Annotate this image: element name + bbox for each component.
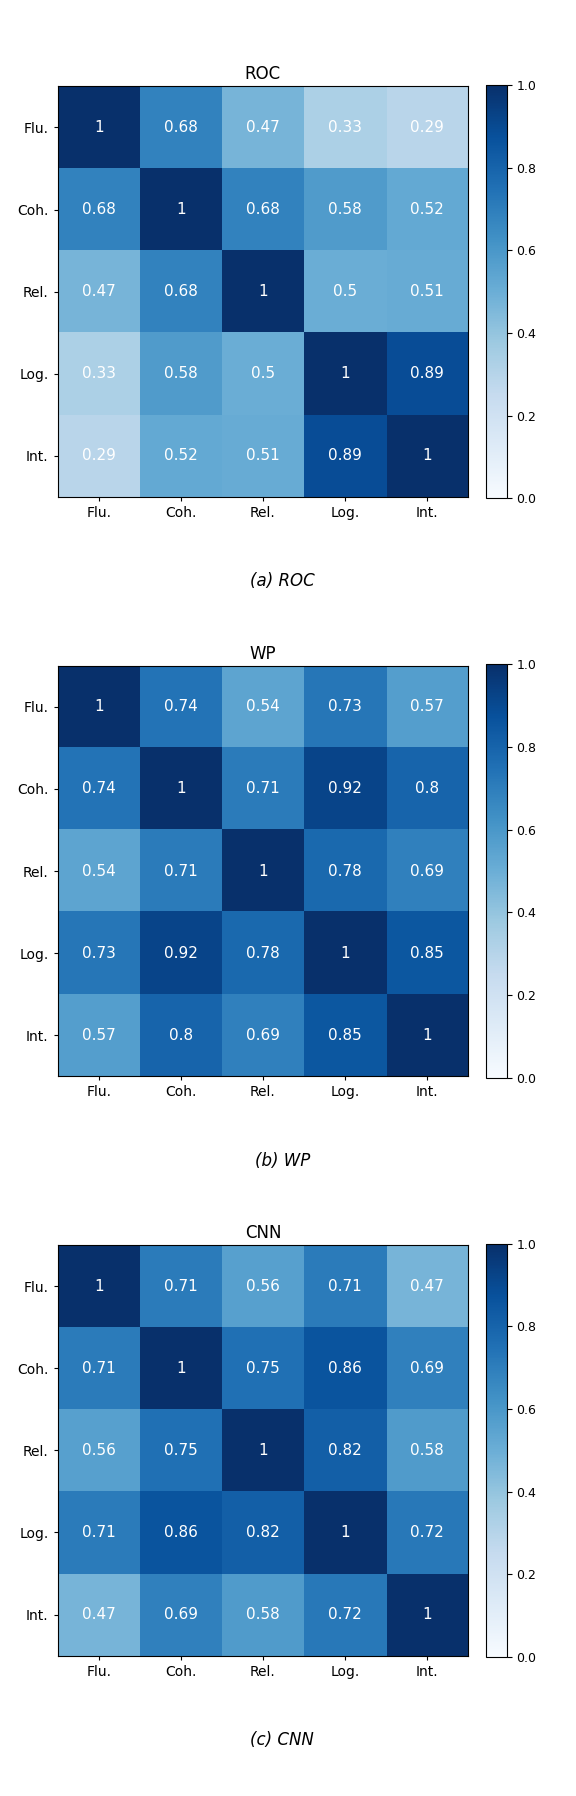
Text: 0.33: 0.33 — [328, 120, 362, 135]
Text: 0.58: 0.58 — [246, 1607, 280, 1622]
Text: 0.71: 0.71 — [82, 1525, 116, 1539]
Text: 1: 1 — [422, 1027, 432, 1043]
Text: 1: 1 — [94, 1279, 104, 1293]
Text: 0.75: 0.75 — [246, 1361, 280, 1376]
Text: 0.82: 0.82 — [246, 1525, 280, 1539]
Text: 1: 1 — [94, 699, 104, 715]
Text: 0.86: 0.86 — [328, 1361, 362, 1376]
Text: 0.85: 0.85 — [410, 946, 444, 961]
Text: 0.68: 0.68 — [164, 284, 198, 300]
Text: 1: 1 — [340, 1525, 350, 1539]
Text: (c) CNN: (c) CNN — [251, 1731, 314, 1749]
Text: 1: 1 — [340, 946, 350, 961]
Title: WP: WP — [249, 645, 276, 663]
Text: 1: 1 — [340, 366, 350, 381]
Text: 0.72: 0.72 — [328, 1607, 362, 1622]
Text: 0.78: 0.78 — [328, 864, 362, 878]
Text: 0.72: 0.72 — [410, 1525, 444, 1539]
Title: ROC: ROC — [245, 65, 281, 83]
Text: 1: 1 — [258, 1442, 268, 1458]
Text: 0.92: 0.92 — [328, 781, 362, 796]
Text: 1: 1 — [176, 781, 185, 796]
Text: 0.82: 0.82 — [328, 1442, 362, 1458]
Text: 0.71: 0.71 — [328, 1279, 362, 1293]
Text: (b) WP: (b) WP — [255, 1151, 310, 1169]
Text: 0.71: 0.71 — [82, 1361, 116, 1376]
Text: 0.86: 0.86 — [164, 1525, 198, 1539]
Text: 1: 1 — [94, 120, 104, 135]
Text: 0.29: 0.29 — [410, 120, 444, 135]
Text: 0.85: 0.85 — [328, 1027, 362, 1043]
Text: 0.47: 0.47 — [82, 1607, 116, 1622]
Text: 0.78: 0.78 — [246, 946, 280, 961]
Text: 0.5: 0.5 — [251, 366, 275, 381]
Text: 0.73: 0.73 — [82, 946, 116, 961]
Text: 0.51: 0.51 — [410, 284, 444, 300]
Text: 0.68: 0.68 — [164, 120, 198, 135]
Text: 0.58: 0.58 — [164, 366, 198, 381]
Text: 0.71: 0.71 — [246, 781, 280, 796]
Text: 0.52: 0.52 — [164, 449, 198, 463]
Text: 0.57: 0.57 — [410, 699, 444, 715]
Text: 0.75: 0.75 — [164, 1442, 198, 1458]
Text: 0.47: 0.47 — [246, 120, 280, 135]
Text: 0.68: 0.68 — [246, 203, 280, 217]
Text: 1: 1 — [422, 449, 432, 463]
Text: 0.47: 0.47 — [82, 284, 116, 300]
Text: 0.47: 0.47 — [410, 1279, 444, 1293]
Text: 0.69: 0.69 — [246, 1027, 280, 1043]
Text: 0.69: 0.69 — [410, 1361, 444, 1376]
Text: 0.92: 0.92 — [164, 946, 198, 961]
Text: 0.56: 0.56 — [246, 1279, 280, 1293]
Text: 1: 1 — [176, 1361, 185, 1376]
Title: CNN: CNN — [245, 1225, 281, 1243]
Text: 0.56: 0.56 — [82, 1442, 116, 1458]
Text: 0.69: 0.69 — [164, 1607, 198, 1622]
Text: 0.74: 0.74 — [82, 781, 116, 796]
Text: 0.54: 0.54 — [246, 699, 280, 715]
Text: 0.58: 0.58 — [328, 203, 362, 217]
Text: 0.71: 0.71 — [164, 864, 198, 878]
Text: 0.8: 0.8 — [169, 1027, 193, 1043]
Text: 0.89: 0.89 — [410, 366, 444, 381]
Text: 1: 1 — [422, 1607, 432, 1622]
Text: 1: 1 — [258, 864, 268, 878]
Text: 0.54: 0.54 — [82, 864, 116, 878]
Text: 0.5: 0.5 — [333, 284, 357, 300]
Text: 0.8: 0.8 — [415, 781, 439, 796]
Text: 0.71: 0.71 — [164, 1279, 198, 1293]
Text: 0.58: 0.58 — [410, 1442, 444, 1458]
Text: 0.29: 0.29 — [82, 449, 116, 463]
Text: 0.74: 0.74 — [164, 699, 198, 715]
Text: 0.57: 0.57 — [82, 1027, 116, 1043]
Text: 0.68: 0.68 — [82, 203, 116, 217]
Text: 0.69: 0.69 — [410, 864, 444, 878]
Text: (a) ROC: (a) ROC — [250, 573, 314, 591]
Text: 0.33: 0.33 — [82, 366, 116, 381]
Text: 1: 1 — [258, 284, 268, 300]
Text: 0.89: 0.89 — [328, 449, 362, 463]
Text: 0.51: 0.51 — [246, 449, 280, 463]
Text: 0.52: 0.52 — [410, 203, 444, 217]
Text: 0.73: 0.73 — [328, 699, 362, 715]
Text: 1: 1 — [176, 203, 185, 217]
